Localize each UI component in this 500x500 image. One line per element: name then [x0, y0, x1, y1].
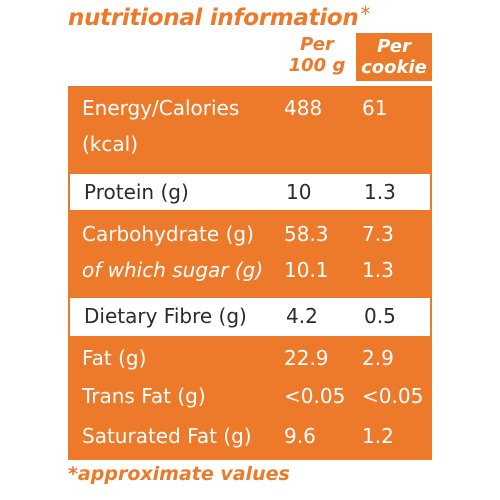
trans-fat-per100: <0.05: [284, 384, 346, 408]
trans-fat-per-cookie: <0.05: [362, 384, 424, 408]
fibre-per-cookie: 0.5: [364, 304, 396, 328]
trans-fat-label: Trans Fat (g): [82, 384, 206, 408]
saturated-fat-label: Saturated Fat (g): [82, 424, 252, 448]
carbohydrate-per-cookie: 7.3: [362, 222, 394, 246]
fat-label: Fat (g): [82, 346, 147, 370]
sugar-label: of which sugar (g): [82, 258, 264, 282]
fibre-label: Dietary Fibre (g): [84, 304, 247, 328]
column-header-per-100g-line1: Per: [300, 34, 334, 55]
protein-per-cookie: 1.3: [364, 180, 396, 204]
fibre-block: Dietary Fibre (g) 4.2 0.5: [68, 296, 432, 338]
title-text: nutritional information: [68, 5, 359, 31]
fat-block: Fat (g) 22.9 2.9 Trans Fat (g) <0.05 <0.…: [68, 338, 432, 460]
sugar-per100: 10.1: [284, 258, 329, 282]
footnote-approximate-values: *approximate values: [68, 463, 290, 485]
carbohydrate-block: Carbohydrate (g) 58.3 7.3 of which sugar…: [68, 212, 432, 296]
protein-label: Protein (g): [84, 180, 189, 204]
fat-per-cookie: 2.9: [362, 346, 394, 370]
column-header-per-100g-line2: 100 g: [288, 55, 346, 76]
fat-per100: 22.9: [284, 346, 329, 370]
column-header-per-cookie-line1: Per: [377, 36, 411, 57]
energy-label-unit: (kcal): [82, 132, 138, 156]
column-header-per-cookie: Per cookie: [356, 33, 432, 81]
energy-label: Energy/Calories: [82, 96, 240, 120]
saturated-fat-per-cookie: 1.2: [362, 424, 394, 448]
energy-block: Energy/Calories 488 61 (kcal): [68, 86, 432, 172]
energy-per-cookie: 61: [362, 96, 388, 120]
nutrition-title: nutritional information *: [68, 2, 370, 31]
protein-block: Protein (g) 10 1.3: [68, 172, 432, 212]
carbohydrate-label: Carbohydrate (g): [82, 222, 254, 246]
protein-per100: 10: [286, 180, 312, 204]
column-header-per-100g: Per 100 g: [282, 34, 352, 76]
saturated-fat-per100: 9.6: [284, 424, 316, 448]
carbohydrate-per100: 58.3: [284, 222, 329, 246]
fibre-per100: 4.2: [286, 304, 318, 328]
title-asterisk: *: [360, 2, 371, 26]
sugar-per-cookie: 1.3: [362, 258, 394, 282]
energy-per100: 488: [284, 96, 323, 120]
column-header-per-cookie-line2: cookie: [361, 57, 427, 78]
